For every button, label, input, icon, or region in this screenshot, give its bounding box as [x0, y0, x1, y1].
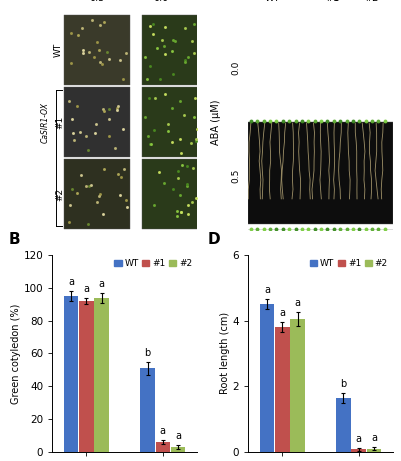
Text: 0.5: 0.5	[89, 0, 105, 3]
Bar	[95, 298, 109, 452]
Text: #1: #1	[56, 115, 65, 129]
Bar	[64, 87, 130, 157]
Text: a: a	[279, 308, 285, 319]
Text: a: a	[99, 278, 105, 289]
Bar	[248, 122, 393, 224]
Text: a: a	[264, 285, 270, 296]
Text: WT: WT	[53, 43, 63, 57]
Text: #2: #2	[56, 188, 65, 201]
Bar	[64, 159, 130, 229]
Text: A: A	[26, 0, 38, 3]
Text: a: a	[295, 298, 301, 308]
Y-axis label: Green cotyledon (%): Green cotyledon (%)	[10, 303, 20, 403]
Text: 0.0: 0.0	[153, 0, 168, 3]
Text: 0.5: 0.5	[232, 169, 241, 183]
Text: b: b	[340, 379, 346, 389]
Text: B: B	[8, 232, 20, 247]
Y-axis label: Root length (cm): Root length (cm)	[219, 313, 229, 395]
Text: a: a	[83, 284, 89, 294]
Bar	[336, 398, 350, 452]
Text: CaSIR1-OX: CaSIR1-OX	[40, 101, 49, 142]
Bar	[367, 449, 381, 452]
Text: a: a	[160, 426, 166, 436]
Text: WT: WT	[265, 0, 280, 3]
Text: a: a	[175, 431, 181, 441]
Text: a: a	[356, 434, 362, 443]
Text: a: a	[68, 277, 74, 287]
Bar	[171, 447, 185, 452]
Bar	[64, 15, 130, 85]
Bar	[260, 304, 274, 452]
Text: #2: #2	[364, 0, 379, 3]
Text: D: D	[207, 232, 220, 247]
Text: b: b	[144, 348, 151, 358]
Text: ABA (μM): ABA (μM)	[211, 99, 221, 145]
Bar	[275, 327, 290, 452]
Legend: WT, #1, #2: WT, #1, #2	[306, 255, 391, 272]
Bar	[248, 230, 393, 332]
Text: #1: #1	[325, 0, 339, 3]
Bar	[142, 159, 209, 229]
Text: 0.0: 0.0	[232, 61, 241, 75]
Bar	[79, 301, 94, 452]
Bar	[351, 449, 366, 452]
Text: C: C	[233, 0, 245, 3]
Bar	[142, 15, 209, 85]
Bar	[142, 87, 209, 157]
Text: a: a	[371, 433, 377, 443]
Bar	[140, 368, 155, 452]
Legend: WT, #1, #2: WT, #1, #2	[111, 255, 196, 272]
Bar	[156, 442, 170, 452]
Bar	[290, 319, 305, 452]
Bar	[64, 296, 79, 452]
